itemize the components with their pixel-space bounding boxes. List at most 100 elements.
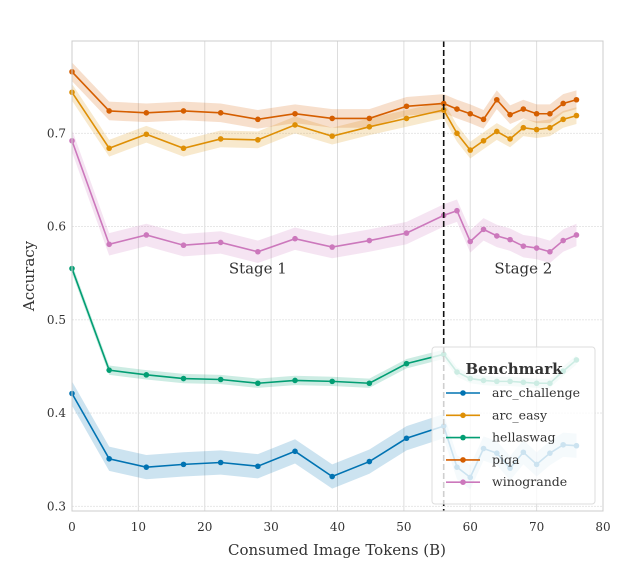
point-winogrande <box>255 248 261 255</box>
band-arc_easy <box>72 83 577 159</box>
point-arc_easy <box>143 131 150 138</box>
point-hellaswag <box>329 378 335 385</box>
legend: Benchmark arc_challenge arc_easy hellaswag p… <box>431 346 596 505</box>
x-tick-label: 0 <box>68 520 76 534</box>
point-arc_easy <box>467 147 474 153</box>
point-arc_challenge <box>143 464 150 470</box>
point-arc_easy <box>292 122 298 128</box>
y-axis-label: Accuracy <box>20 240 38 312</box>
point-arc_easy <box>180 145 187 152</box>
point-piqa <box>507 111 513 118</box>
band-winogrande <box>72 129 577 263</box>
legend-label: winogrande <box>492 474 567 489</box>
point-piqa <box>573 96 580 103</box>
point-arc_easy <box>494 128 500 135</box>
point-piqa <box>329 115 335 122</box>
point-piqa <box>547 110 553 117</box>
point-arc_easy <box>366 123 373 130</box>
point-hellaswag <box>255 380 261 387</box>
point-piqa <box>217 110 224 116</box>
point-winogrande <box>366 237 373 244</box>
point-hellaswag <box>403 360 410 367</box>
plot-frame <box>71 40 604 512</box>
point-arc_easy <box>329 133 335 139</box>
stage-label: Stage 1 <box>229 260 287 278</box>
point-winogrande <box>143 232 150 238</box>
point-piqa <box>403 103 410 110</box>
point-piqa <box>560 100 566 107</box>
point-piqa <box>180 108 187 114</box>
point-arc_easy <box>507 136 513 142</box>
x-tick-label: 10 <box>131 520 146 534</box>
legend-label: arc_challenge <box>492 385 580 400</box>
y-tick-label: 0.6 <box>47 220 66 234</box>
point-arc_easy <box>560 116 566 123</box>
point-piqa <box>454 106 460 112</box>
legend-label: arc_easy <box>492 407 548 422</box>
point-arc_challenge <box>180 461 187 468</box>
axes: 0 10 20 30 40 50 60 70 80 0.3 0.4 0.5 0.6 0.7 <box>47 40 611 534</box>
point-hellaswag <box>143 372 150 378</box>
point-piqa <box>494 96 500 103</box>
point-piqa <box>366 115 373 122</box>
legend-box <box>431 346 596 505</box>
legend-marker-arc_easy <box>460 412 466 419</box>
point-arc_easy <box>520 124 527 131</box>
point-winogrande <box>106 241 112 248</box>
point-winogrande <box>533 245 540 251</box>
point-piqa <box>292 110 298 117</box>
x-tick-label: 50 <box>396 520 411 534</box>
y-tick-label: 0.3 <box>47 499 66 513</box>
point-arc_challenge <box>403 435 410 442</box>
legend-marker-hellaswag <box>460 434 466 441</box>
point-winogrande <box>507 236 513 243</box>
point-piqa <box>143 110 150 116</box>
point-winogrande <box>292 235 298 242</box>
x-tick-label: 40 <box>330 520 345 534</box>
x-tick-label: 60 <box>463 520 478 534</box>
point-hellaswag <box>180 375 187 382</box>
point-winogrande <box>560 237 566 244</box>
point-arc_easy <box>217 136 224 142</box>
point-hellaswag <box>366 380 373 387</box>
point-arc_easy <box>547 124 553 131</box>
point-winogrande <box>494 233 500 239</box>
point-arc_challenge <box>106 455 112 462</box>
legend-marker-winogrande <box>460 479 466 486</box>
point-hellaswag <box>106 367 112 373</box>
point-winogrande <box>329 244 335 250</box>
y-tick-label: 0.7 <box>47 126 66 140</box>
point-piqa <box>520 106 527 112</box>
point-arc_challenge <box>292 448 298 455</box>
point-piqa <box>440 100 447 107</box>
point-arc_easy <box>255 137 261 143</box>
point-arc_easy <box>106 145 112 152</box>
point-winogrande <box>480 226 487 233</box>
x-axis-label: Consumed Image Tokens (B) <box>228 541 446 559</box>
point-arc_easy <box>573 112 580 119</box>
point-arc_challenge <box>255 463 261 470</box>
x-tick-label: 20 <box>197 520 212 534</box>
legend-marker-arc_challenge <box>460 390 466 396</box>
point-piqa <box>480 116 487 123</box>
point-winogrande <box>520 243 527 249</box>
point-piqa <box>467 110 474 117</box>
stage-annotations: Stage 1 Stage 2 <box>229 260 553 278</box>
point-winogrande <box>467 238 474 245</box>
y-tick-label: 0.5 <box>47 313 66 327</box>
point-hellaswag <box>217 376 224 383</box>
point-winogrande <box>454 207 460 214</box>
point-arc_challenge <box>329 473 335 480</box>
point-arc_challenge <box>366 458 373 465</box>
band-hellaswag <box>72 263 577 388</box>
point-winogrande <box>217 239 224 246</box>
point-winogrande <box>180 242 187 249</box>
stage-label: Stage 2 <box>494 260 552 278</box>
band-piqa <box>72 62 577 129</box>
legend-label: piqa <box>492 452 520 467</box>
x-tick-label: 30 <box>263 520 278 534</box>
legend-label: hellaswag <box>492 430 555 445</box>
point-arc_easy <box>480 137 487 144</box>
legend-marker-piqa <box>460 457 466 463</box>
